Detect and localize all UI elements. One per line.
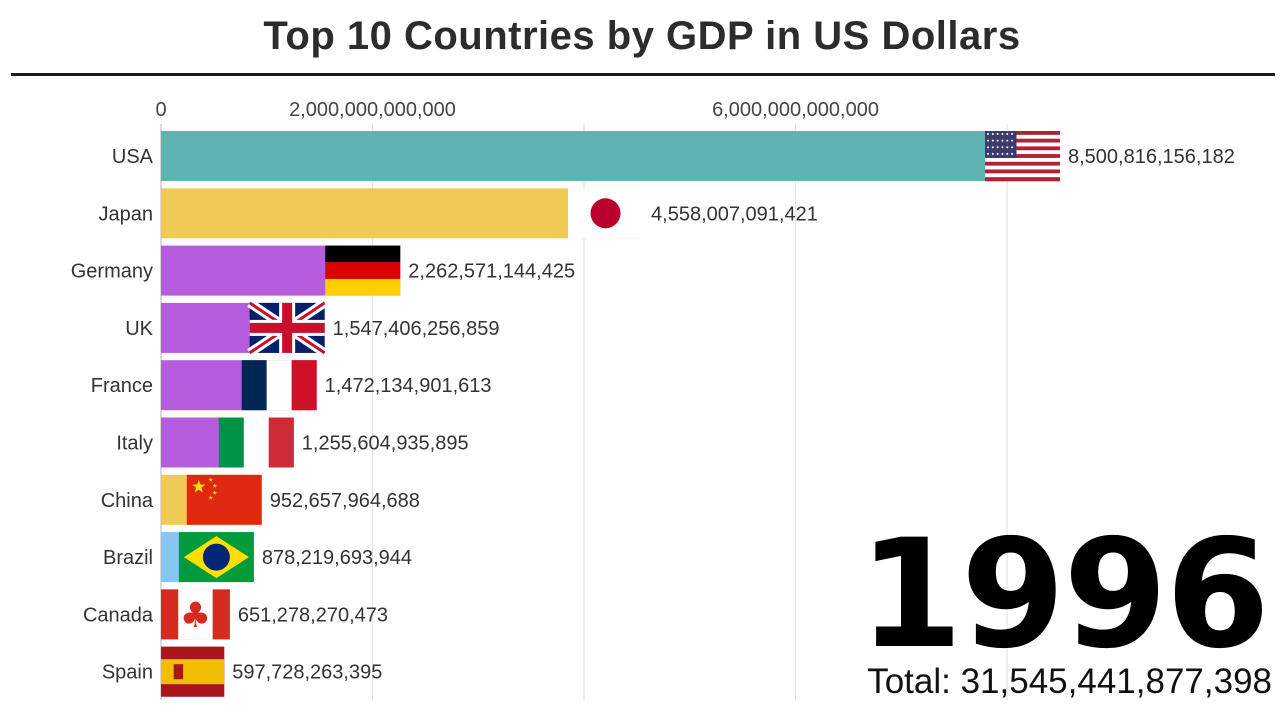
bar-group: China 952,657,964,688	[101, 474, 420, 525]
value-label: 4,558,007,091,421	[651, 203, 818, 225]
category-label: USA	[112, 146, 154, 168]
bar-group: Germany 2,262,571,144,425	[71, 245, 575, 296]
japan-flag-icon	[568, 188, 644, 239]
category-label: Brazil	[103, 547, 153, 569]
bar-group: Italy 1,255,604,935,895	[116, 417, 469, 468]
category-label: Italy	[116, 433, 153, 455]
germany-flag-icon	[325, 245, 401, 296]
bar-group: Brazil 878,219,693,944	[103, 532, 412, 583]
value-label: 597,728,263,395	[232, 662, 382, 684]
bar	[161, 188, 644, 239]
value-label: 1,547,406,256,859	[333, 318, 500, 340]
bar-group: UK 1,547,406,256,859	[125, 299, 500, 357]
brazil-flag-icon	[178, 532, 254, 583]
bars: USA 8,500,816,156,182 Japan 4,558,007,091,4…	[71, 131, 1235, 697]
category-label: Japan	[99, 203, 154, 225]
value-label: 952,657,964,688	[270, 490, 420, 512]
category-label: Spain	[102, 662, 153, 684]
x-tick-label: 6,000,000,000,000	[712, 99, 879, 121]
spain-flag-icon	[161, 646, 225, 697]
bar-group: France 1,472,134,901,613	[91, 360, 492, 411]
us-flag-icon	[985, 131, 1060, 182]
bar	[161, 131, 1060, 181]
year-display: 1996	[858, 508, 1270, 682]
x-tick-label: 0	[155, 99, 166, 121]
total-label: Total: 31,545,441,877,398	[867, 662, 1272, 701]
category-label: France	[91, 375, 153, 397]
bar-group: Japan 4,558,007,091,421	[99, 188, 818, 239]
svg-text:♣: ♣	[180, 596, 211, 636]
category-label: Canada	[83, 604, 154, 626]
value-label: 1,255,604,935,895	[302, 433, 469, 455]
bar-group: Spain 597,728,263,395	[102, 646, 382, 697]
title-divider	[11, 73, 1275, 76]
category-label: Germany	[71, 261, 153, 283]
bar-group: ♣ Canada 651,278,270,473	[83, 589, 388, 640]
bar-group: USA 8,500,816,156,182	[112, 131, 1235, 182]
uk-flag-icon	[247, 299, 328, 357]
x-tick-label: 2,000,000,000,000	[289, 99, 456, 121]
value-label: 8,500,816,156,182	[1068, 146, 1235, 168]
canada-flag-icon: ♣	[161, 589, 230, 640]
category-label: UK	[125, 318, 153, 340]
france-flag-icon	[241, 360, 317, 411]
value-label: 878,219,693,944	[262, 547, 412, 569]
italy-flag-icon	[218, 417, 294, 468]
value-label: 651,278,270,473	[238, 604, 388, 626]
value-label: 1,472,134,901,613	[325, 375, 492, 397]
category-label: China	[101, 490, 154, 512]
chart-title: Top 10 Countries by GDP in US Dollars	[263, 14, 1021, 58]
china-flag-icon	[186, 474, 262, 525]
x-axis-ticks: 0 2,000,000,000,000 6,000,000,000,000	[155, 99, 879, 121]
value-label: 2,262,571,144,425	[408, 261, 575, 283]
